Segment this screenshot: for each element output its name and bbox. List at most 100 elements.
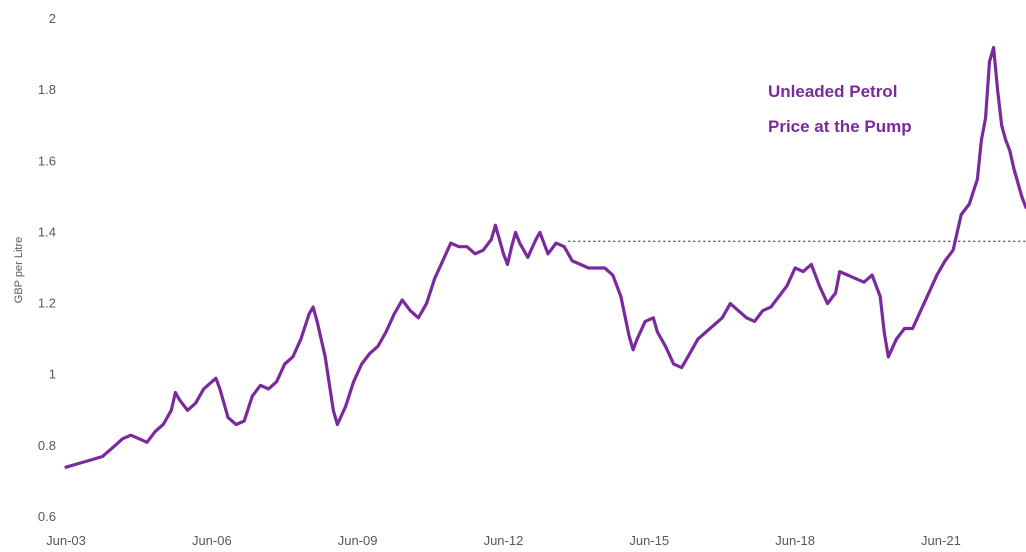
data-point (457, 245, 461, 249)
data-point (352, 380, 355, 384)
data-point (870, 273, 874, 277)
data-point (234, 423, 238, 426)
data-point (570, 259, 574, 263)
data-point (862, 280, 866, 284)
y-tick-label: 1.6 (38, 153, 56, 168)
x-tick-label: Jun-12 (484, 533, 524, 548)
data-point (368, 352, 372, 355)
data-point (137, 437, 141, 441)
data-point (595, 266, 598, 270)
data-point (696, 337, 700, 341)
data-point (336, 423, 339, 426)
annotation-line-2: Price at the Pump (768, 117, 912, 136)
data-point (619, 295, 623, 298)
data-point (996, 88, 999, 92)
annotation: Unleaded Petrol Price at the Pump (768, 82, 912, 136)
data-point (250, 394, 254, 398)
data-point (785, 284, 789, 288)
y-tick-label: 0.6 (38, 509, 56, 524)
data-point (1000, 124, 1004, 128)
data-point (323, 355, 327, 359)
data-point (769, 305, 773, 309)
data-point (631, 348, 635, 352)
y-tick-label: 1.8 (38, 82, 56, 97)
data-point (627, 334, 631, 337)
data-point (186, 408, 189, 412)
data-point (489, 238, 493, 241)
data-point (64, 465, 68, 469)
data-point (202, 387, 206, 391)
data-point (935, 273, 939, 277)
data-point (680, 366, 684, 369)
data-point (514, 231, 517, 234)
data-point (291, 355, 295, 359)
data-point (838, 270, 842, 273)
data-point (579, 263, 582, 266)
data-point (587, 266, 590, 270)
data-point (1008, 149, 1012, 153)
series-group (64, 45, 1026, 469)
y-axis-title: GBP per Litre (13, 237, 25, 303)
x-tick-label: Jun-09 (338, 533, 378, 548)
data-point (121, 437, 125, 441)
data-point (1020, 195, 1024, 199)
series-line (64, 45, 1026, 469)
data-point (311, 305, 315, 309)
data-point (903, 327, 906, 330)
data-point (777, 295, 781, 298)
data-point (218, 387, 222, 391)
data-point (809, 263, 813, 266)
x-tick-label: Jun-15 (629, 533, 669, 548)
data-point (315, 320, 319, 323)
data-point (526, 255, 530, 259)
y-tick-label: 1.4 (38, 224, 56, 239)
data-point (688, 352, 692, 355)
data-point (980, 138, 983, 142)
data-point (854, 277, 858, 281)
data-point (506, 263, 509, 266)
data-point (226, 416, 230, 419)
data-point (76, 462, 80, 465)
data-point (720, 316, 724, 320)
data-point (441, 259, 445, 263)
data-point (169, 408, 173, 412)
data-point (145, 440, 149, 444)
data-point (1012, 167, 1016, 170)
data-point (465, 245, 469, 249)
data-point (704, 330, 708, 334)
data-point (745, 316, 748, 320)
data-point (360, 362, 364, 366)
data-point (761, 309, 765, 313)
data-point (976, 177, 979, 181)
data-point (153, 430, 157, 433)
data-point (793, 266, 797, 270)
x-tick-label: Jun-21 (921, 533, 961, 548)
x-tick-label: Jun-06 (192, 533, 232, 548)
data-point (712, 323, 716, 327)
data-point (911, 327, 914, 330)
data-point (283, 362, 287, 366)
x-tick-label: Jun-03 (46, 533, 86, 548)
data-point (174, 391, 177, 394)
data-point (331, 408, 335, 412)
data-point (299, 337, 303, 341)
data-point (481, 248, 485, 252)
data-point (882, 330, 886, 334)
data-point (425, 302, 428, 305)
data-point (672, 362, 675, 366)
data-point (129, 433, 133, 437)
data-point (214, 376, 218, 380)
data-point (275, 380, 278, 384)
data-point (554, 241, 558, 245)
data-point (927, 291, 931, 295)
data-point (818, 284, 821, 288)
data-point (801, 270, 805, 273)
data-point (400, 298, 404, 302)
data-point (449, 241, 453, 245)
data-point (194, 401, 198, 405)
data-point (603, 266, 607, 270)
data-point (473, 252, 477, 256)
data-point (562, 245, 566, 249)
data-point (992, 46, 995, 49)
data-point (210, 380, 214, 384)
